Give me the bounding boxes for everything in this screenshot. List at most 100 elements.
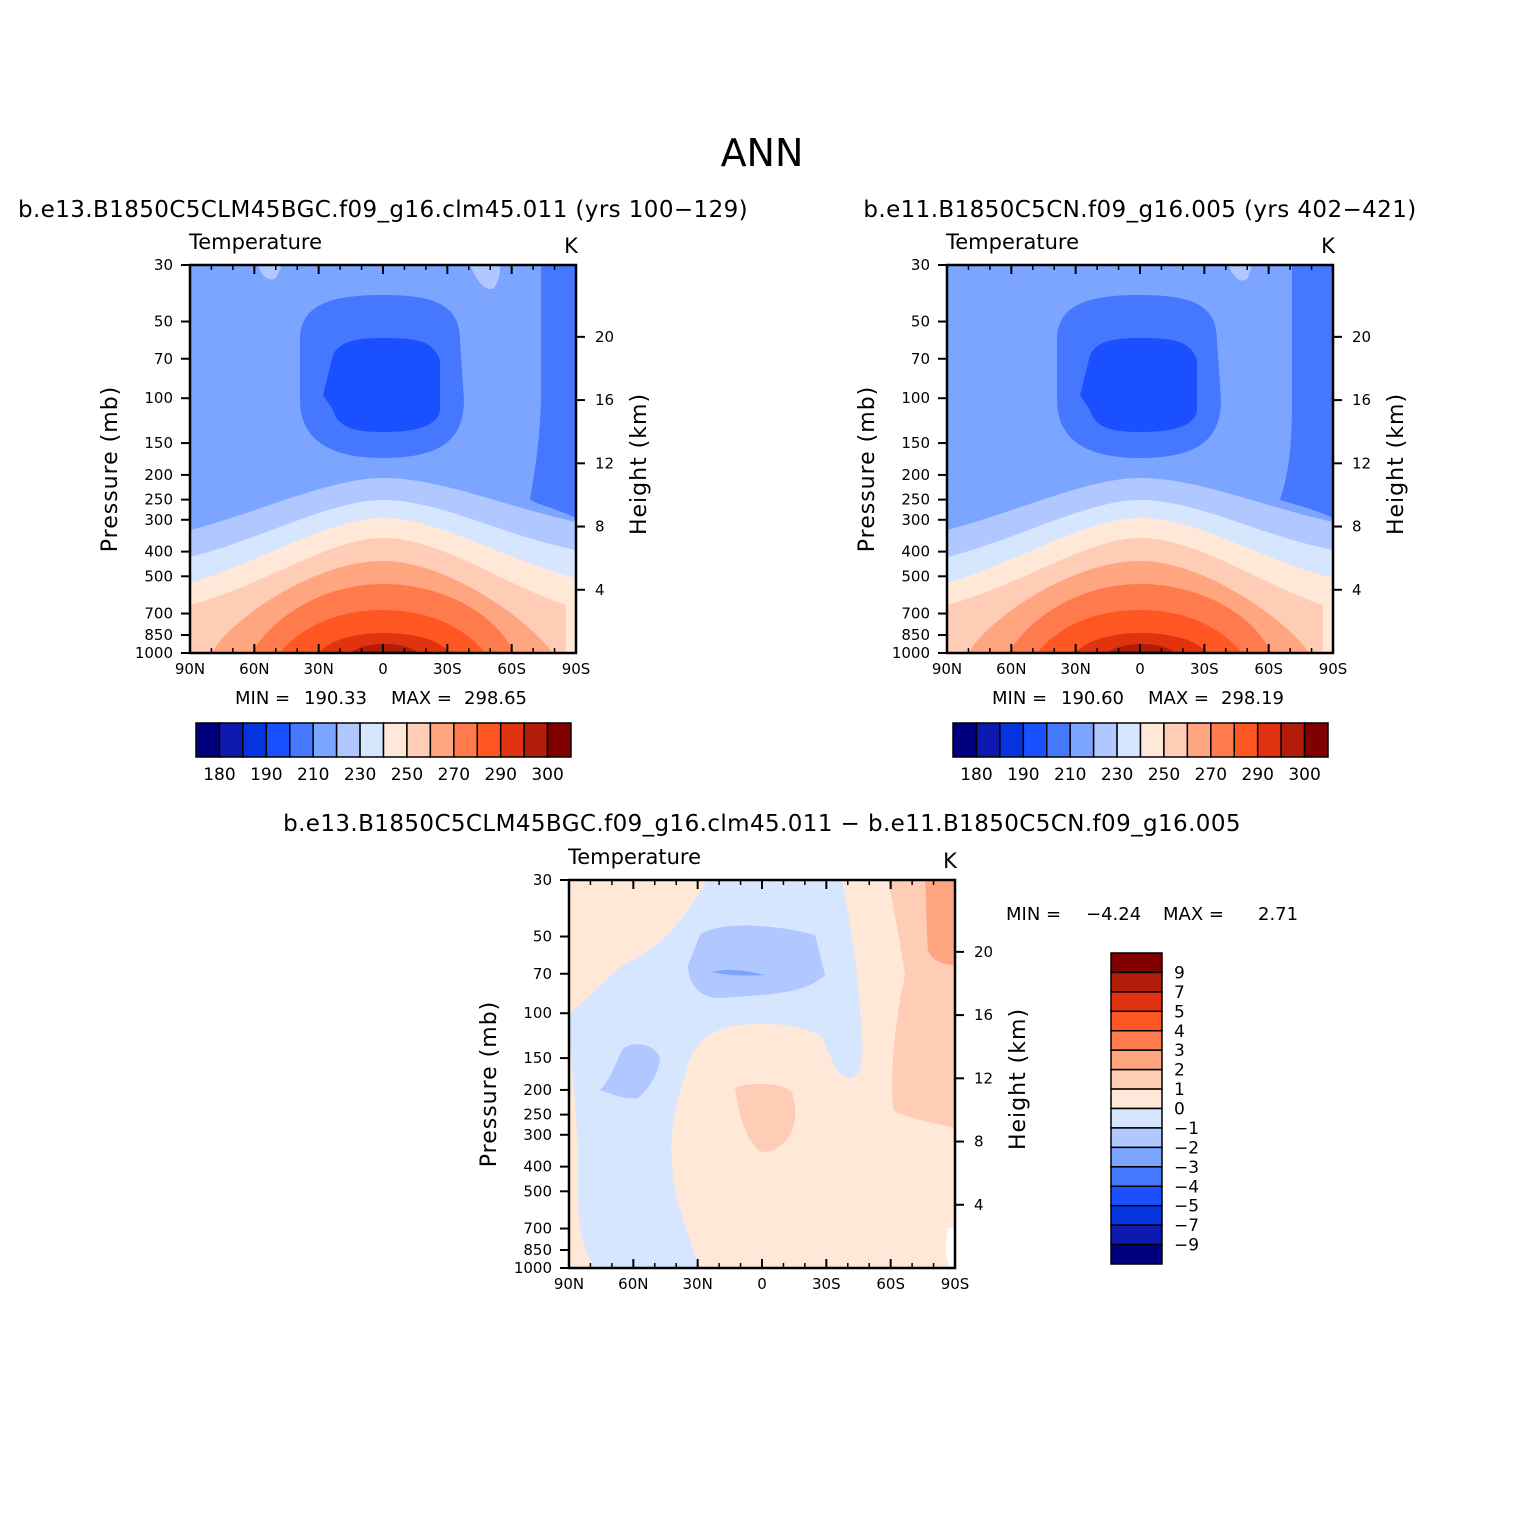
x-tick-label: 90S: [562, 660, 591, 678]
y-tick-label: 400: [144, 543, 173, 561]
panel-1-colorbar: 180 190 210 230 250 270 290 300: [195, 722, 572, 785]
panel-1-units: K: [564, 234, 579, 258]
colorbar-swatch: [546, 722, 572, 758]
colorbar-swatch: [476, 722, 502, 758]
panel-3-min-value: −4.24: [1086, 904, 1141, 925]
panel-2-title: b.e11.B1850C5CN.f09_g16.005 (yrs 402−421…: [863, 197, 1416, 223]
panel-1-max-value: 298.65: [464, 688, 527, 709]
colorbar-swatch: [406, 722, 432, 758]
colorbar-swatch: [195, 722, 221, 758]
y-axis-title: Pressure (mb): [477, 1001, 502, 1168]
colorbar-label: 300: [1288, 765, 1320, 785]
colorbar-swatch: [1110, 1030, 1163, 1051]
colorbar-swatch: [312, 722, 338, 758]
panel-2-contours: [947, 265, 1333, 653]
panel-1-min-label: MIN =: [235, 688, 290, 709]
colorbar-label: −4: [1174, 1177, 1199, 1197]
y-tick-label: 30: [911, 256, 930, 274]
colorbar-label: 290: [1241, 765, 1273, 785]
y-tick-label: 70: [154, 350, 173, 368]
colorbar-swatch: [1110, 952, 1163, 974]
colorbar-swatch: [1110, 1107, 1163, 1129]
colorbar-label: −3: [1174, 1158, 1199, 1178]
colorbar-swatch: [1092, 722, 1118, 758]
x-tick-label: 60N: [996, 660, 1026, 678]
panel-3-units: K: [943, 849, 958, 873]
contour-fill-neg2-neg1-upper: [688, 925, 825, 998]
y2-tick-label: 20: [595, 328, 614, 346]
y-tick-label: 300: [523, 1126, 552, 1144]
y2-tick-label: 8: [595, 518, 605, 536]
y-axis-title: Pressure (mb): [855, 386, 880, 553]
contour-fill-280-290: [318, 633, 450, 653]
y-tick-label: 150: [523, 1049, 552, 1067]
colorbar-swatch: [499, 722, 525, 758]
colorbar-label: −2: [1174, 1138, 1199, 1158]
colorbar-swatch: [523, 722, 549, 758]
colorbar-swatch: [1280, 722, 1306, 758]
contour-fill-180-190: [323, 338, 440, 432]
x-tick-label: 60N: [239, 660, 269, 678]
colorbar-swatch: [1233, 722, 1259, 758]
y-tick-label: 300: [144, 511, 173, 529]
x-tick-label: 60N: [618, 1275, 648, 1293]
colorbar-label: −1: [1174, 1119, 1199, 1139]
colorbar-swatch: [1110, 1010, 1163, 1032]
y-tick-label: 200: [144, 466, 173, 484]
y2-tick-label: 20: [974, 943, 993, 961]
panel-difference: b.e13.B1850C5CLM45BGC.f09_g16.clm45.011 …: [283, 811, 1298, 1293]
panel-2-units: K: [1321, 234, 1336, 258]
y-tick-label: 50: [533, 928, 552, 946]
y-tick-label: 70: [533, 965, 552, 983]
y2-tick-label: 4: [974, 1196, 984, 1214]
colorbar-swatch: [359, 722, 385, 758]
x-tick-label: 60S: [876, 1275, 905, 1293]
y-tick-label: 200: [901, 466, 930, 484]
x-tick-label: 30S: [433, 660, 462, 678]
colorbar-swatch: [242, 722, 268, 758]
y2-tick-label: 4: [595, 581, 605, 599]
page-title: ANN: [721, 131, 804, 175]
panel-1-max-label: MAX =: [391, 688, 452, 709]
colorbar-label: 270: [438, 765, 470, 785]
colorbar-label: 9: [1174, 963, 1185, 983]
colorbar-swatch: [1210, 722, 1235, 758]
y-tick-label: 100: [144, 389, 173, 407]
panel-2-colorbar: 180 190 210 230 250 270 290 300: [952, 722, 1329, 785]
colorbar-label: 230: [344, 765, 376, 785]
x-tick-label: 90N: [175, 660, 205, 678]
y-tick-label: 250: [901, 491, 930, 509]
x-tick-label: 0: [378, 660, 388, 678]
y2-tick-label: 12: [1352, 454, 1371, 472]
colorbar-label: −5: [1174, 1197, 1199, 1217]
colorbar-swatch: [1110, 991, 1163, 1013]
y-tick-label: 400: [901, 543, 930, 561]
x-tick-label: 90S: [1319, 660, 1348, 678]
contour-fill-neg3-neg2: [712, 969, 765, 976]
y-tick-label: 400: [523, 1158, 552, 1176]
colorbar-label: 3: [1174, 1041, 1185, 1061]
panel-model-1: b.e13.B1850C5CLM45BGC.f09_g16.clm45.011 …: [18, 197, 748, 785]
y-tick-label: 850: [901, 626, 930, 644]
colorbar-label: 230: [1101, 765, 1133, 785]
panel-3-contours: [569, 880, 955, 1268]
y-tick-label: 500: [523, 1182, 552, 1200]
colorbar-swatch: [1022, 722, 1048, 758]
colorbar-swatch: [218, 722, 244, 758]
x-tick-label: 30S: [1190, 660, 1219, 678]
colorbar-swatch: [1163, 722, 1189, 758]
panel-2-axes: 90N 60N 30N 0 30S 60S 90S 30 50 70 100 150 200 250 300…: [855, 256, 1409, 678]
contour-fill-190-200-polar: [1280, 265, 1333, 518]
panel-1-min-value: 190.33: [304, 688, 367, 709]
colorbar-swatch: [1186, 722, 1212, 758]
colorbar-label: −7: [1174, 1216, 1199, 1236]
y-tick-label: 50: [154, 313, 173, 331]
colorbar-swatch: [1110, 1049, 1163, 1071]
panel-model-2: b.e11.B1850C5CN.f09_g16.005 (yrs 402−421…: [855, 197, 1416, 785]
panel-3-min-label: MIN =: [1006, 904, 1061, 925]
contour-fill-280-290: [1075, 633, 1207, 653]
colorbar-swatch: [952, 722, 978, 758]
y2-axis-title: Height (km): [1006, 1008, 1031, 1150]
contour-missing-data: [945, 1228, 955, 1268]
